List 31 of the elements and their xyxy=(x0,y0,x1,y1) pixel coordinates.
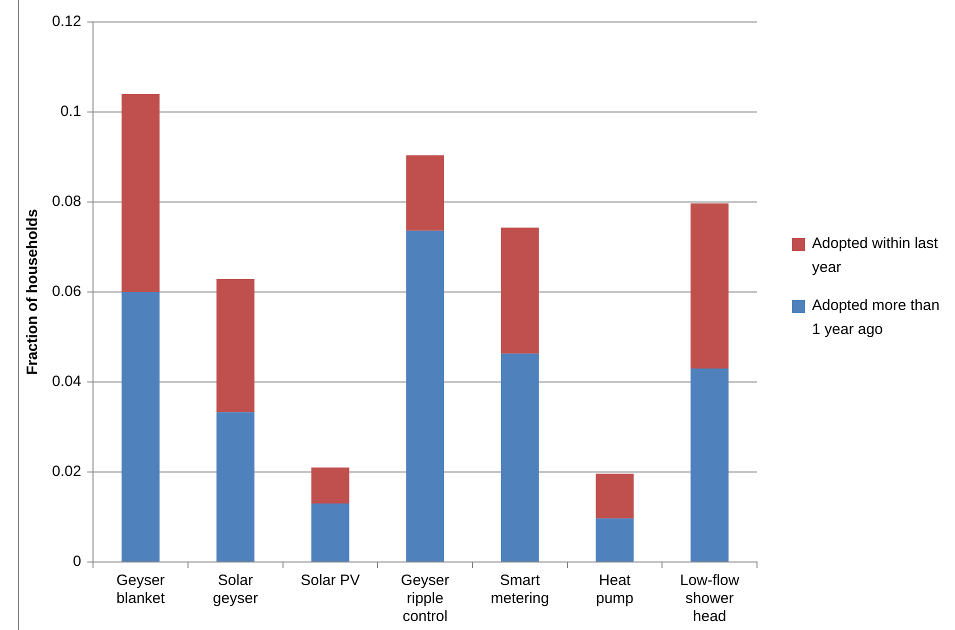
bar xyxy=(311,468,350,504)
bar xyxy=(500,354,539,562)
bar xyxy=(690,368,729,562)
x-tick-label: Geyser blanket xyxy=(116,572,166,608)
bar xyxy=(122,292,160,562)
bar xyxy=(500,228,539,354)
bar xyxy=(596,518,634,562)
x-tick-label: Heat pump xyxy=(596,572,634,608)
x-tick-label: Smart metering xyxy=(490,572,550,608)
bar xyxy=(406,155,444,231)
y-tick-label: 0.04 xyxy=(52,373,82,390)
y-tick-label: 0.08 xyxy=(52,193,82,210)
y-tick-label: 0 xyxy=(72,553,82,570)
y-axis-title: Fraction of households xyxy=(24,209,42,375)
y-tick-label: 0.1 xyxy=(60,103,82,120)
x-tick-label: Solar geyser xyxy=(212,572,258,608)
bar xyxy=(596,474,634,518)
y-tick-label: 0.06 xyxy=(52,283,82,300)
bar xyxy=(216,278,254,412)
x-tick-label: Geyser ripple control xyxy=(400,572,450,626)
bar xyxy=(216,412,254,562)
bar xyxy=(122,94,160,292)
bar xyxy=(690,203,729,368)
y-tick-label: 0.12 xyxy=(52,13,82,30)
x-tick-label: Solar PV xyxy=(300,572,360,590)
x-tick-label: Low-flow shower head xyxy=(680,572,740,626)
bar xyxy=(406,230,444,562)
y-tick-label: 0.02 xyxy=(52,463,82,480)
legend-label: Adopted within last year xyxy=(812,234,939,278)
legend-label: Adopted more than 1 year ago xyxy=(812,296,941,340)
bar xyxy=(311,504,350,562)
